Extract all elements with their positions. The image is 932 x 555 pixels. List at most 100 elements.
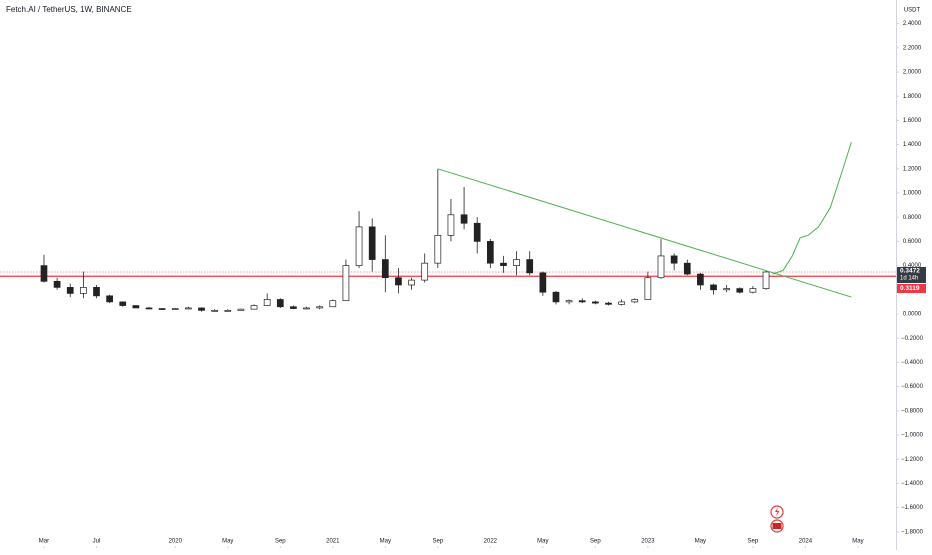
x-tick-label: Sep	[748, 539, 759, 545]
y-tick-label: −1.2000	[901, 457, 924, 463]
y-tick-label: −0.6000	[901, 384, 924, 390]
candles	[40, 168, 770, 312]
candle-body	[368, 226, 376, 260]
candle-body	[316, 306, 324, 309]
last-price-box	[897, 266, 926, 283]
y-tick-label: 1.8000	[903, 94, 922, 100]
y-tick-label: 1.6000	[903, 118, 922, 124]
candle-body	[500, 262, 507, 266]
candle-body	[66, 287, 74, 294]
candle-body	[644, 277, 652, 300]
y-tick-label: 0.6000	[903, 239, 922, 245]
x-tick-label: Mar	[39, 539, 49, 545]
candle-body	[250, 305, 258, 310]
candle-body	[40, 265, 48, 282]
candle-body	[211, 310, 218, 312]
candle-body	[408, 279, 415, 286]
x-tick-label: May	[222, 539, 233, 545]
x-tick-label: May	[537, 539, 548, 545]
y-tick-label: −0.2000	[901, 336, 924, 342]
chart-title: Fetch.AI / TetherUS, 1W, BINANCE	[6, 5, 132, 14]
candle-body	[552, 291, 560, 303]
candle-body	[762, 271, 770, 289]
x-tick-label: May	[380, 539, 391, 545]
y-tick-label: −0.4000	[901, 360, 924, 366]
candle-body	[618, 301, 625, 305]
y-tick-label: 1.4000	[903, 142, 922, 148]
candle-body	[198, 307, 205, 311]
y-tick-label: −1.0000	[901, 433, 924, 439]
candle-body	[697, 273, 704, 286]
candle-body	[381, 259, 389, 279]
candle-body	[329, 300, 337, 308]
candle-body	[290, 306, 297, 309]
candle-body	[119, 301, 127, 306]
candle-body	[460, 214, 468, 224]
candle-body	[171, 308, 179, 310]
candle-body	[53, 280, 61, 288]
x-tick-label: 2021	[326, 539, 340, 545]
candle-body	[132, 305, 140, 309]
trend-line	[437, 168, 852, 298]
x-tick-label: Sep	[590, 539, 601, 545]
candle-body	[93, 287, 100, 297]
last-price-label: 0.3472	[900, 268, 920, 275]
candle-body	[421, 262, 429, 281]
y-tick-label: 0.0000	[903, 312, 922, 318]
support-price-label: 0.3119	[900, 285, 920, 292]
candle-body	[683, 262, 691, 275]
candle-body	[526, 259, 534, 274]
candle-body	[158, 308, 166, 310]
projection-curve	[772, 142, 852, 275]
support-price-box	[897, 283, 926, 293]
candle-body	[145, 307, 153, 310]
candle-body	[263, 299, 271, 306]
candle-body	[106, 295, 113, 303]
candle-body	[605, 302, 612, 305]
x-tick-label: May	[852, 539, 863, 545]
candle-body	[710, 284, 717, 291]
flag-glyph	[772, 523, 782, 529]
candle-body	[276, 299, 284, 308]
candle-body	[434, 235, 442, 264]
y-tick-label: 1.0000	[903, 191, 922, 197]
y-tick-label: −1.8000	[901, 529, 924, 535]
candle-body	[80, 287, 87, 294]
x-tick-label: 2023	[641, 539, 655, 545]
y-tick-label: 0.8000	[903, 215, 922, 221]
candle-body	[565, 300, 573, 303]
candle-body	[447, 214, 455, 236]
candle-body	[185, 307, 192, 310]
icons	[770, 505, 784, 533]
y-tick-label: 2.2000	[903, 45, 922, 51]
candle-body	[224, 310, 232, 312]
candle-body	[723, 288, 730, 291]
candle-body	[670, 255, 678, 264]
y-tick-label: 2.0000	[903, 70, 922, 76]
x-tick-label: Sep	[432, 539, 443, 545]
candle-body	[342, 265, 350, 302]
lightning-glyph	[775, 507, 780, 517]
countdown-label: 1d 14h	[900, 276, 918, 282]
x-tick-label: 2020	[169, 539, 183, 545]
y-tick-label: −1.6000	[901, 505, 924, 511]
candle-body	[539, 272, 547, 293]
y-tick-label: 2.4000	[903, 21, 922, 27]
y-tick-label: 0.4000	[903, 263, 922, 269]
candle-body	[592, 301, 599, 304]
y-axis-label: USDT	[904, 8, 921, 14]
candle-body	[657, 255, 665, 279]
candle-body	[578, 300, 586, 303]
x-tick-label: Jul	[93, 539, 101, 545]
candle-body	[749, 288, 757, 293]
candle-body	[736, 288, 744, 293]
candle-body	[237, 308, 245, 311]
y-tick-label: 1.2000	[903, 166, 922, 172]
x-tick-label: Sep	[275, 539, 286, 545]
candle-body	[355, 226, 363, 266]
candle-body	[631, 299, 639, 303]
candle-body	[513, 259, 520, 266]
x-tick-label: 2024	[799, 539, 813, 545]
